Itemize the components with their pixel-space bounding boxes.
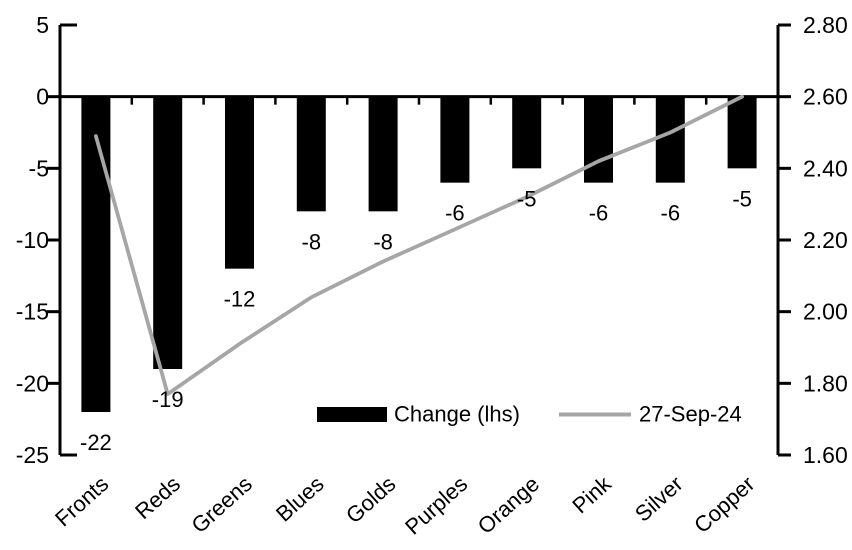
right-axis-label: 1.60 — [803, 442, 848, 468]
category-label: Pink — [567, 470, 616, 518]
left-axis-label: 5 — [36, 12, 49, 38]
right-axis-label: 1.80 — [803, 370, 848, 396]
line-series — [94, 94, 744, 397]
bar-value-label: -8 — [373, 229, 393, 254]
category-label: Blues — [271, 471, 329, 526]
right-axis-label: 2.40 — [803, 155, 848, 181]
bar — [440, 96, 470, 183]
category-label: Silver — [630, 471, 688, 526]
legend-bar-swatch — [317, 407, 387, 422]
bar — [368, 96, 398, 212]
bar — [512, 96, 542, 169]
left-axis-label: -25 — [16, 442, 49, 468]
right-axis-label: 2.20 — [803, 227, 848, 253]
left-axis-label: -5 — [29, 155, 49, 181]
legend-line-label: 27-Sep-24 — [639, 402, 742, 427]
right-axis-label: 2.60 — [803, 84, 848, 110]
bar-value-label: -5 — [517, 186, 537, 211]
bar — [225, 96, 254, 269]
bar-value-label: -19 — [152, 387, 184, 412]
bar-value-label: -6 — [661, 201, 681, 226]
right-axis-label: 2.00 — [803, 299, 848, 325]
left-axis-label: -10 — [16, 227, 49, 253]
left-axis-label: -20 — [16, 370, 49, 396]
right-axis-label: 2.80 — [803, 12, 848, 38]
category-label: Reds — [130, 471, 185, 524]
bar — [584, 96, 613, 183]
left-axis-label: -15 — [16, 299, 49, 325]
bar-value-label: -22 — [80, 430, 112, 455]
category-label: Purples — [400, 471, 472, 539]
category-label: Golds — [341, 471, 400, 528]
category-label: Orange — [473, 471, 544, 539]
bar — [655, 96, 685, 183]
bar-value-label: -12 — [224, 287, 256, 312]
bar-value-label: -6 — [589, 201, 609, 226]
bar — [296, 96, 326, 212]
bar — [81, 96, 111, 413]
bar-value-label: -6 — [445, 201, 465, 226]
category-label: Greens — [186, 471, 256, 538]
bar-value-label: -8 — [302, 229, 322, 254]
bar — [727, 96, 757, 169]
category-label: Copper — [689, 471, 759, 538]
bar — [153, 96, 183, 370]
category-label: Fronts — [50, 471, 113, 531]
bar-value-label: -5 — [732, 186, 752, 211]
left-axis-label: 0 — [36, 84, 49, 110]
legend-bar-label: Change (lhs) — [394, 402, 520, 427]
